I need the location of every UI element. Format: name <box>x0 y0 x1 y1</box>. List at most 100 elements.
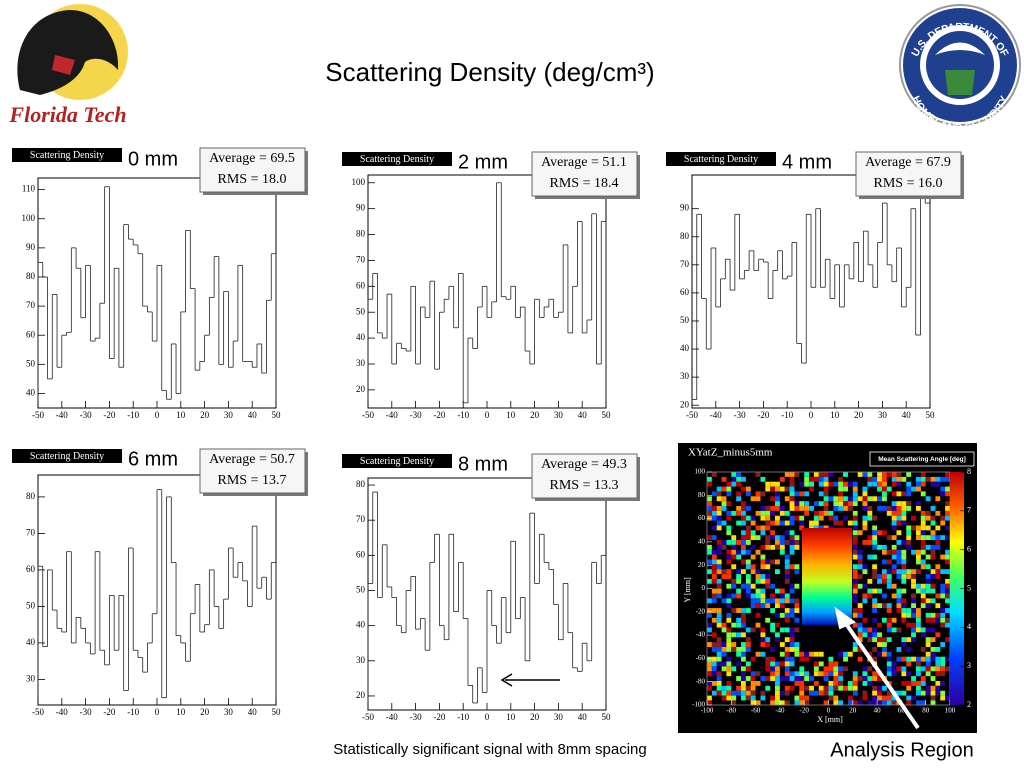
noise-cell <box>886 578 892 584</box>
noise-cell <box>736 554 742 560</box>
noise-cell <box>872 676 878 681</box>
noise-cell <box>935 681 941 686</box>
noise-cell <box>911 695 916 701</box>
noise-cell <box>711 515 717 521</box>
noise-cell <box>916 506 921 511</box>
noise-cell <box>838 676 844 681</box>
noise-cell <box>935 574 941 579</box>
noise-cell <box>755 700 761 706</box>
noise-cell <box>867 540 873 545</box>
noise-cell <box>847 700 853 706</box>
x-tick-label: -20 <box>800 707 810 715</box>
noise-cell <box>750 690 756 696</box>
noise-cell <box>716 593 722 599</box>
noise-cell <box>765 481 771 487</box>
noise-cell <box>857 612 863 618</box>
noise-cell <box>920 603 926 609</box>
noise-cell <box>852 612 858 618</box>
noise-cell <box>847 651 853 657</box>
title-box <box>666 152 776 166</box>
noise-cell <box>896 476 902 482</box>
noise-cell <box>935 564 941 570</box>
noise-cell <box>877 476 882 482</box>
noise-cell <box>755 535 761 541</box>
noise-cell <box>784 676 790 681</box>
noise-cell <box>741 671 746 677</box>
noise-cell <box>930 554 936 560</box>
noise-cell <box>760 637 766 643</box>
noise-cell <box>916 666 921 672</box>
noise-cell <box>799 520 805 526</box>
noise-cell <box>935 656 941 662</box>
noise-cell <box>945 622 950 628</box>
noise-cell <box>711 681 717 686</box>
noise-cell <box>901 515 907 521</box>
noise-cell <box>707 549 712 555</box>
noise-cell <box>741 530 746 536</box>
noise-cell <box>877 642 882 647</box>
noise-cell <box>823 491 829 497</box>
noise-cell <box>779 661 785 667</box>
noise-cell <box>707 515 712 521</box>
noise-cell <box>741 569 746 575</box>
x-tick-label: 60 <box>898 707 906 715</box>
noise-cell <box>920 520 926 526</box>
noise-cell <box>862 690 868 696</box>
noise-cell <box>779 690 785 696</box>
noise-cell <box>726 501 732 507</box>
noise-cell <box>940 612 946 618</box>
noise-cell <box>930 506 936 511</box>
noise-cell <box>736 549 742 555</box>
noise-cell <box>857 608 863 613</box>
noise-cell <box>945 515 950 521</box>
noise-cell <box>852 690 858 696</box>
noise-cell <box>716 622 722 628</box>
y-tick-label: 80 <box>680 231 690 241</box>
noise-cell <box>847 685 853 691</box>
noise-cell <box>940 622 946 628</box>
noise-cell <box>925 578 931 584</box>
noise-cell <box>755 578 761 584</box>
noise-cell <box>711 525 717 531</box>
noise-cell <box>920 598 926 604</box>
noise-cell <box>707 481 712 487</box>
noise-cell <box>833 520 839 526</box>
noise-cell <box>775 637 780 643</box>
noise-cell <box>930 515 936 521</box>
noise-cell <box>784 486 790 492</box>
noise-cell <box>765 685 771 691</box>
noise-cell <box>886 671 892 677</box>
noise-cell <box>750 681 756 686</box>
x-tick-label: -30 <box>734 410 746 420</box>
noise-cell <box>707 661 712 667</box>
noise-cell <box>726 598 732 604</box>
y-tick-label: 70 <box>26 527 36 537</box>
noise-cell <box>760 578 766 584</box>
noise-cell <box>741 632 746 638</box>
noise-cell <box>741 666 746 672</box>
noise-cell <box>935 612 941 618</box>
noise-cell <box>770 583 776 589</box>
noise-cell <box>886 472 892 477</box>
histogram-title: Scattering Density <box>30 451 104 462</box>
noise-cell <box>711 666 717 672</box>
noise-cell <box>799 685 805 691</box>
noise-cell <box>911 593 916 599</box>
noise-cell <box>862 515 868 521</box>
noise-cell <box>838 520 844 526</box>
noise-cell <box>789 535 795 541</box>
noise-cell <box>760 651 766 657</box>
noise-cell <box>930 598 936 604</box>
noise-cell <box>755 651 761 657</box>
noise-cell <box>789 612 795 618</box>
histogram-title: Scattering Density <box>30 150 104 161</box>
noise-cell <box>755 472 761 477</box>
noise-cell <box>925 496 931 502</box>
noise-cell <box>843 515 848 521</box>
noise-cell <box>925 690 931 696</box>
y-tick-label: 30 <box>680 371 690 381</box>
noise-cell <box>945 535 950 541</box>
noise-cell <box>804 700 810 706</box>
noise-cell <box>886 559 892 565</box>
noise-cell <box>916 549 921 555</box>
